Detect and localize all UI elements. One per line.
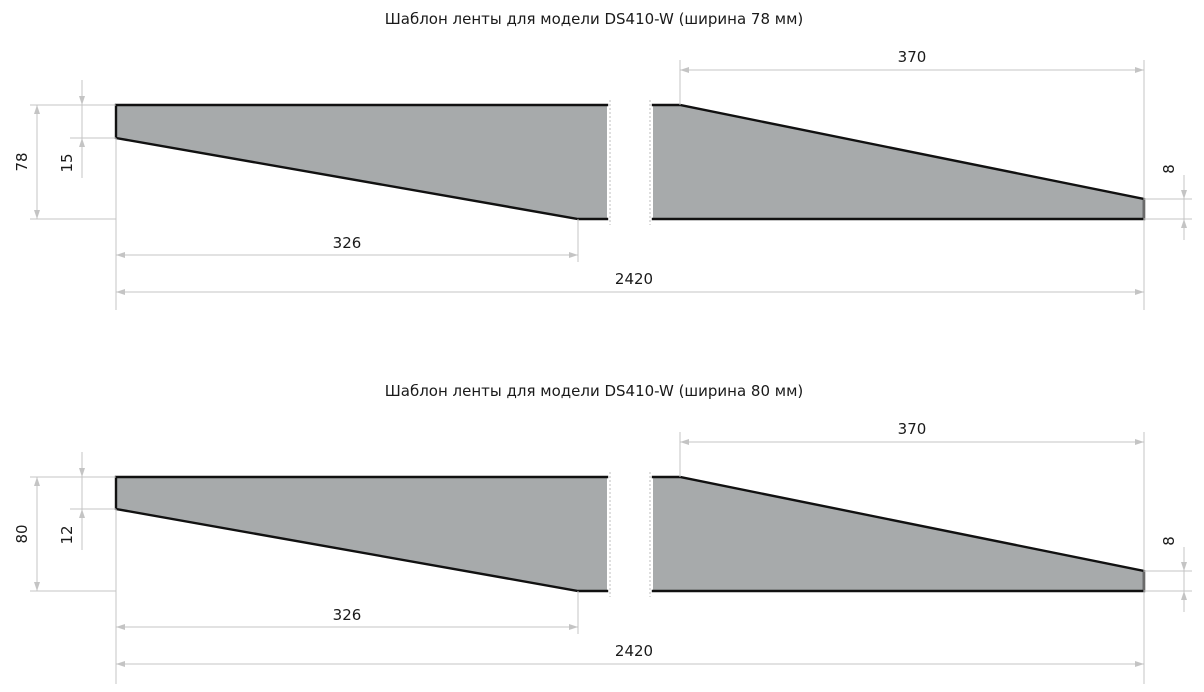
width-label: 80 xyxy=(13,524,31,543)
strip-right-part xyxy=(653,105,1144,219)
right-taper-label: 370 xyxy=(898,48,927,66)
strip-left-part xyxy=(116,105,607,219)
diagram-80mm: Шаблон ленты для модели DS410-W (ширина … xyxy=(13,382,1192,684)
left-taper-label: 326 xyxy=(333,606,362,624)
strip-left-part xyxy=(116,477,607,591)
right-edge-label: 8 xyxy=(1160,536,1178,546)
total-length-label: 2420 xyxy=(615,270,653,288)
diagram-title: Шаблон ленты для модели DS410-W (ширина … xyxy=(385,10,804,28)
left-edge-label: 15 xyxy=(58,153,76,172)
left-taper-label: 326 xyxy=(333,234,362,252)
total-length-label: 2420 xyxy=(615,642,653,660)
diagram-78mm: Шаблон ленты для модели DS410-W (ширина … xyxy=(13,10,1192,310)
right-taper-label: 370 xyxy=(898,420,927,438)
right-edge-label: 8 xyxy=(1160,164,1178,174)
diagram-title: Шаблон ленты для модели DS410-W (ширина … xyxy=(385,382,804,400)
width-label: 78 xyxy=(13,152,31,171)
strip-right-part xyxy=(653,477,1144,591)
left-edge-label: 12 xyxy=(58,525,76,544)
